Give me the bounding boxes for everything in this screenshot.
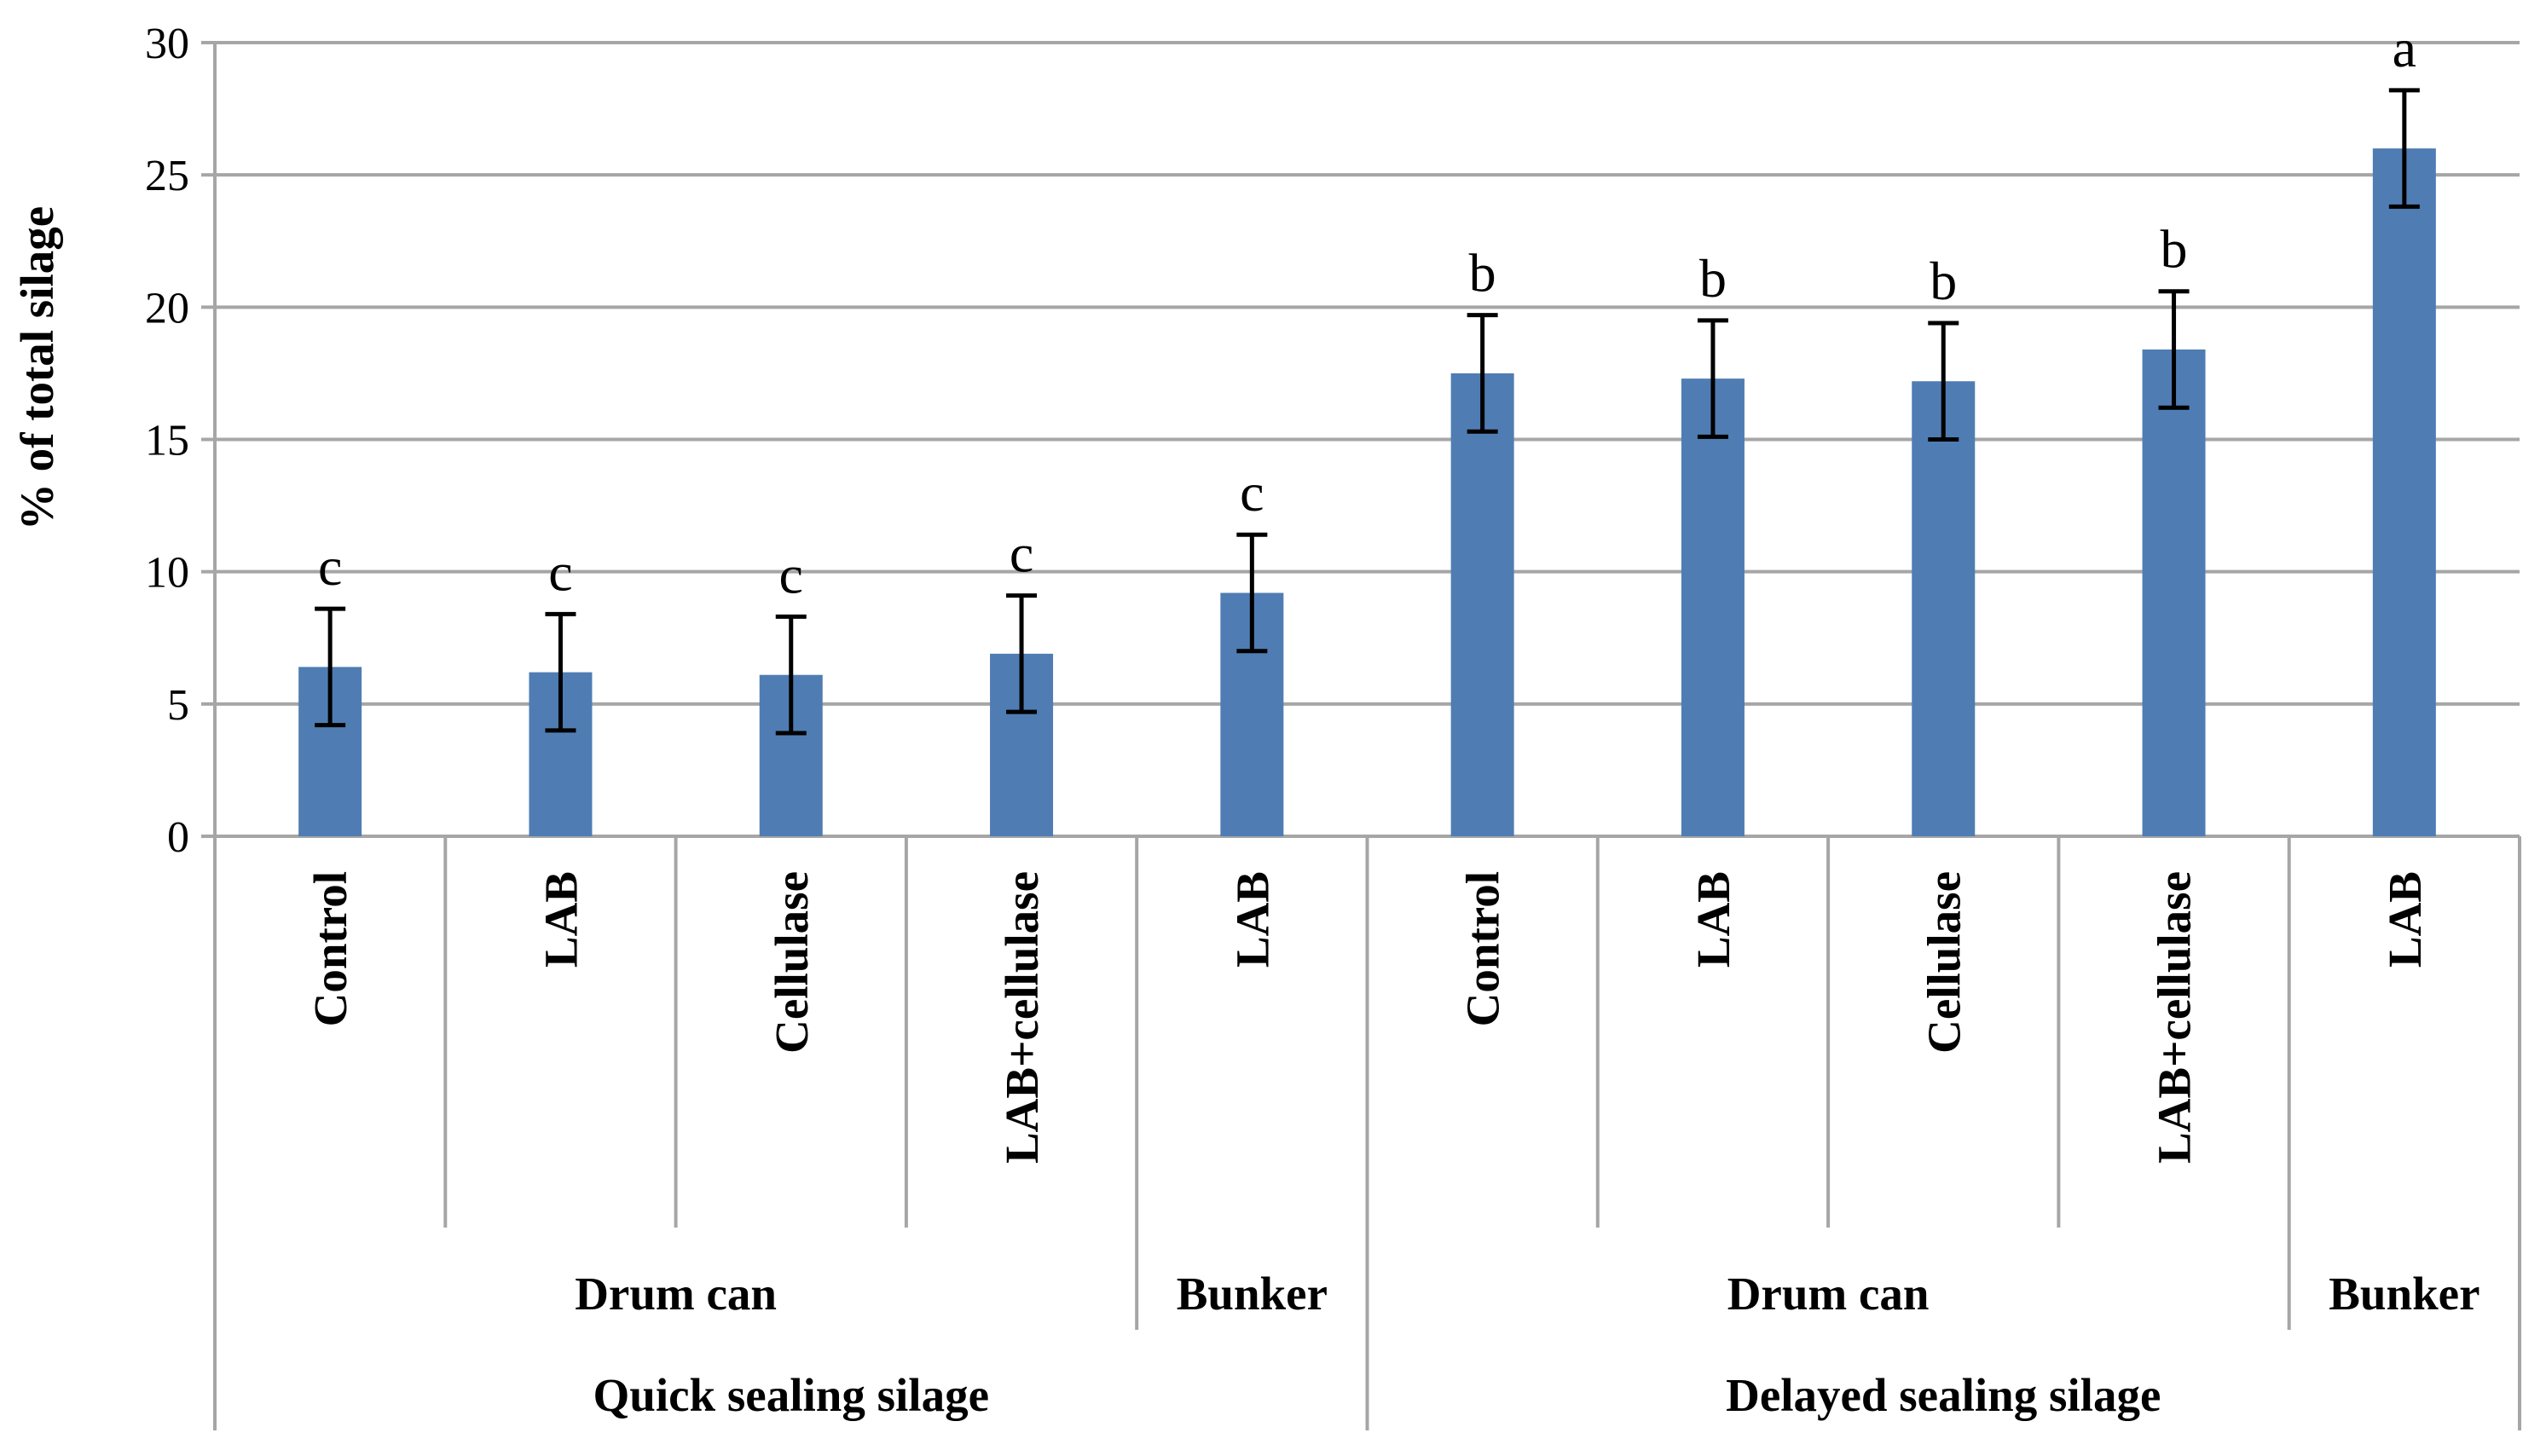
y-tick-label: 30 xyxy=(145,20,189,68)
subgroup-label: Bunker xyxy=(1177,1268,1328,1320)
category-label: Cellulase xyxy=(1918,871,1970,1054)
y-tick-labels: 0 5 10 15 20 25 30 xyxy=(145,20,189,862)
category-label: LAB xyxy=(535,871,587,968)
category-label: LAB xyxy=(1687,871,1739,968)
bars xyxy=(298,148,2436,837)
category-label: LAB xyxy=(2379,871,2431,968)
group-label: Quick sealing silage xyxy=(593,1369,990,1421)
category-label: LAB+cellulase xyxy=(2149,871,2201,1164)
y-tick-label: 25 xyxy=(145,152,189,200)
bar xyxy=(2372,148,2436,837)
y-tick-label: 15 xyxy=(145,417,189,465)
significance-label: b xyxy=(2161,219,2188,280)
significance-label: b xyxy=(1469,243,1496,303)
group-label: Delayed sealing silage xyxy=(1726,1369,2161,1421)
bar xyxy=(2142,349,2206,836)
significance-label: a xyxy=(2393,18,2416,78)
significance-label: b xyxy=(1930,251,1957,311)
bar xyxy=(1450,373,1514,837)
significance-letters: c c c c c b b b b a xyxy=(318,18,2416,605)
y-axis-label: % of total silage xyxy=(11,206,63,530)
category-label: Control xyxy=(304,871,356,1026)
bar xyxy=(1912,381,1976,836)
subgroup-label: Drum can xyxy=(1727,1268,1930,1320)
subgroup-label: Drum can xyxy=(575,1268,777,1320)
category-label: Control xyxy=(1457,871,1509,1026)
category-label: LAB xyxy=(1226,871,1278,968)
significance-label: b xyxy=(1699,248,1727,309)
axes xyxy=(201,41,2521,1430)
significance-label: c xyxy=(548,541,572,602)
category-label: Cellulase xyxy=(766,871,818,1054)
significance-label: c xyxy=(1240,462,1264,523)
significance-label: c xyxy=(318,536,342,597)
y-tick-label: 10 xyxy=(145,549,189,598)
group-labels: Drum can Bunker Drum can Bunker Quick sealin… xyxy=(575,1268,2479,1421)
y-tick-label: 5 xyxy=(167,681,189,730)
subgroup-label: Bunker xyxy=(2329,1268,2479,1320)
significance-label: c xyxy=(779,544,803,604)
category-label: LAB+cellulase xyxy=(996,871,1048,1164)
gridlines xyxy=(215,41,2520,706)
y-tick-label: 20 xyxy=(145,284,189,332)
error-bars xyxy=(315,88,2420,736)
significance-label: c xyxy=(1010,523,1033,584)
bar xyxy=(1681,378,1745,837)
category-labels: Control LAB Cellulase LAB+cellulase LAB Contr… xyxy=(304,871,2431,1164)
y-tick-label: 0 xyxy=(167,813,189,862)
